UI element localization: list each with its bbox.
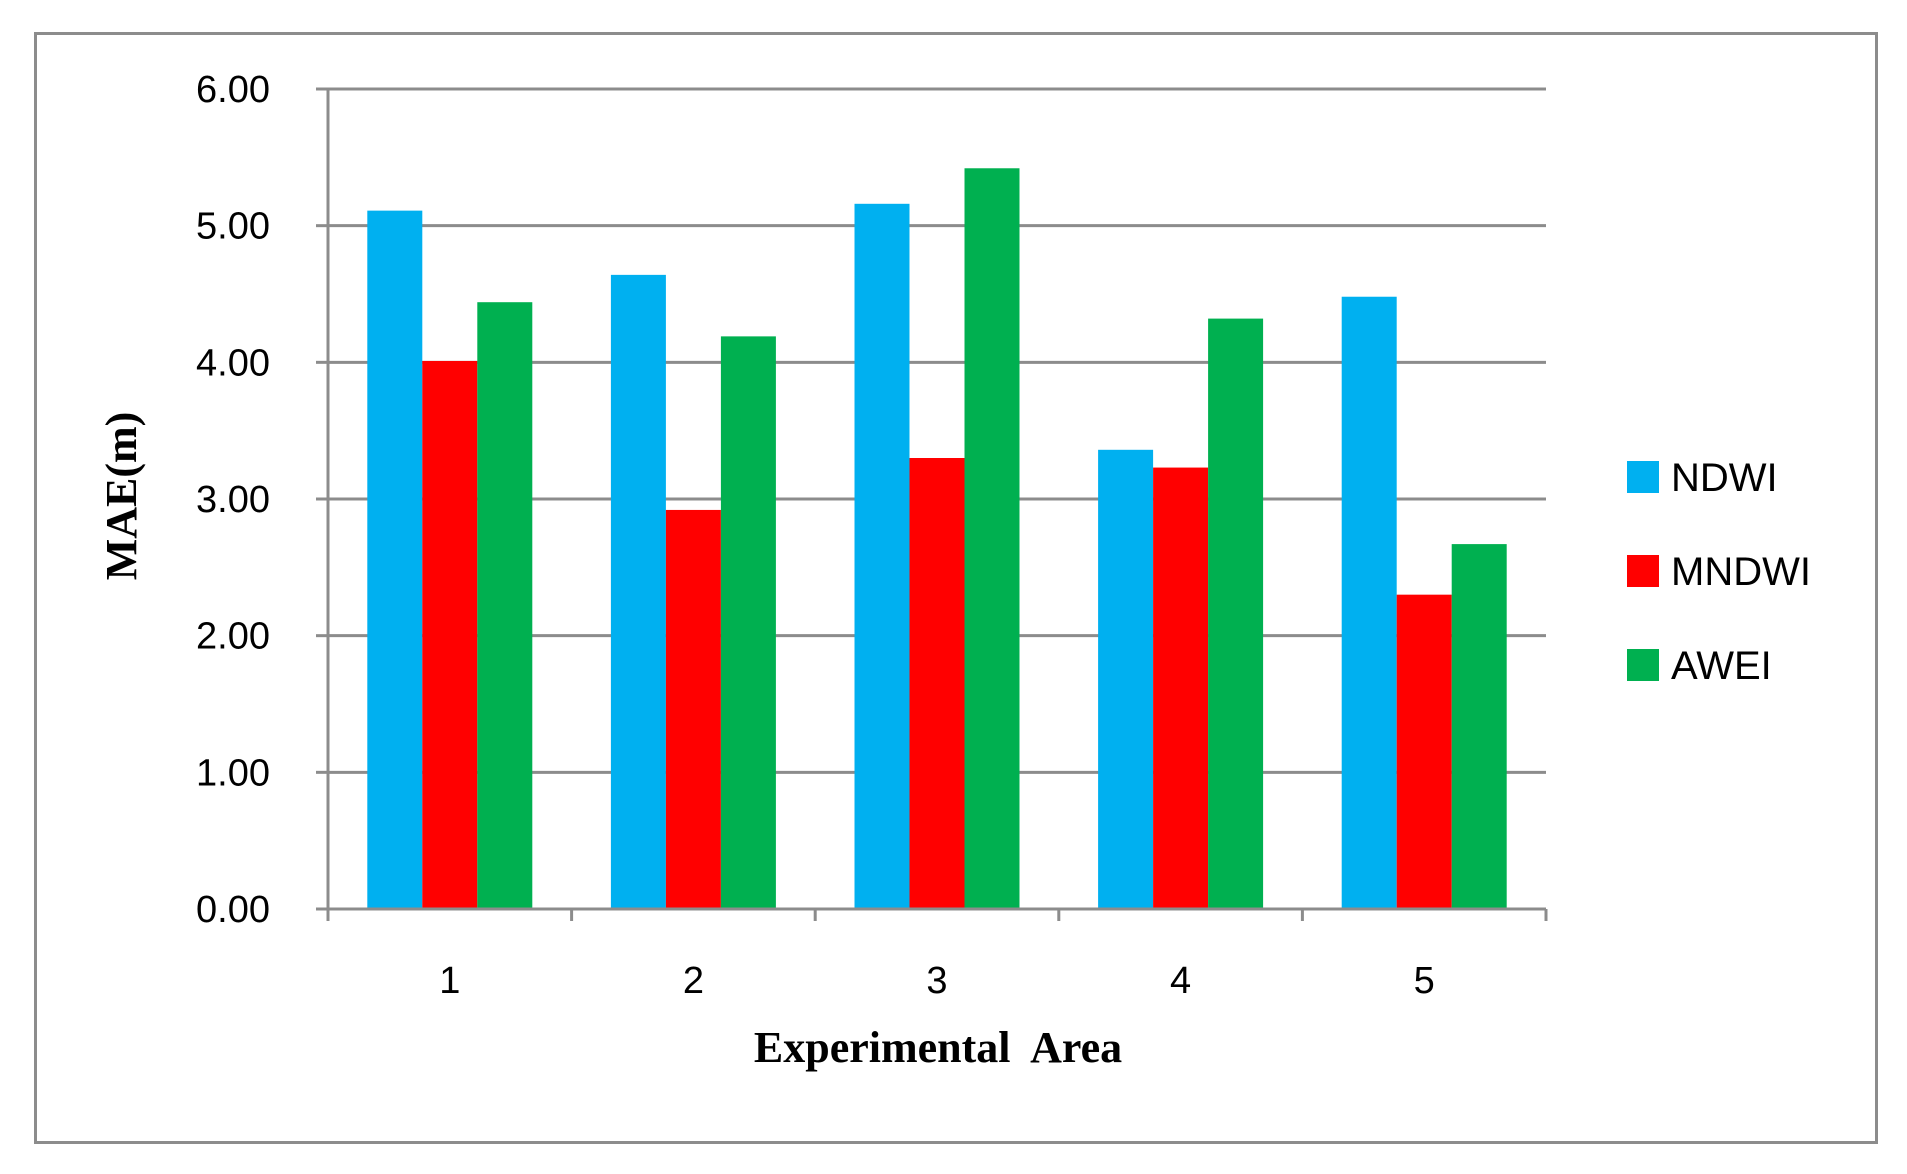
- legend-label-awei: AWEI: [1671, 644, 1772, 688]
- bar-awei-area-4: [1208, 318, 1264, 910]
- x-axis-ticks: 1 2 3 4 5: [326, 909, 1548, 1002]
- y-tick-label: 1.00: [196, 752, 270, 794]
- x-tick-label: 5: [1414, 960, 1435, 1002]
- y-tick-label: 5.00: [196, 206, 270, 248]
- y-tick-label: 6.00: [196, 69, 270, 111]
- legend-swatch-ndwi: [1627, 461, 1659, 493]
- x-tick-label: 3: [926, 960, 947, 1002]
- bar-awei-area-1: [477, 302, 533, 909]
- legend-swatch-awei: [1627, 649, 1659, 681]
- legend-label-mndwi: MNDWI: [1671, 550, 1811, 594]
- bar-mndwi-area-5: [1396, 594, 1452, 909]
- x-tick-label: 1: [439, 960, 460, 1002]
- bar-ndwi-area-1: [367, 210, 423, 910]
- bar-mndwi-area-2: [665, 509, 721, 909]
- bar-mndwi-area-3: [909, 458, 965, 909]
- legend: NDWI MNDWI AWEI: [1627, 456, 1811, 688]
- bar-ndwi-area-5: [1341, 296, 1397, 909]
- y-axis-title: MAE(m): [97, 412, 146, 581]
- bar-ndwi-area-3: [854, 203, 910, 910]
- bar-ndwi-area-4: [1098, 449, 1154, 909]
- bar-mndwi-area-4: [1153, 467, 1209, 909]
- y-tick-label: 3.00: [196, 479, 270, 521]
- x-tick-label: 4: [1170, 960, 1191, 1002]
- y-tick-label: 0.00: [196, 889, 270, 931]
- y-axis-ticks: 0.00 1.00 2.00 3.00 4.00 5.00 6.00: [196, 69, 328, 931]
- y-tick-label: 4.00: [196, 342, 270, 384]
- x-axis-title: Experimental Area: [754, 1023, 1122, 1072]
- bar-awei-area-5: [1451, 544, 1507, 909]
- axes: [316, 89, 1546, 911]
- y-tick-label: 2.00: [196, 616, 270, 658]
- bar-awei-area-3: [964, 168, 1020, 909]
- bars: [367, 168, 1507, 910]
- bar-ndwi-area-2: [610, 274, 666, 909]
- bar-awei-area-2: [720, 336, 776, 909]
- legend-swatch-mndwi: [1627, 555, 1659, 587]
- x-tick-label: 2: [683, 960, 704, 1002]
- bar-mndwi-area-1: [422, 360, 478, 909]
- legend-label-ndwi: NDWI: [1671, 456, 1778, 500]
